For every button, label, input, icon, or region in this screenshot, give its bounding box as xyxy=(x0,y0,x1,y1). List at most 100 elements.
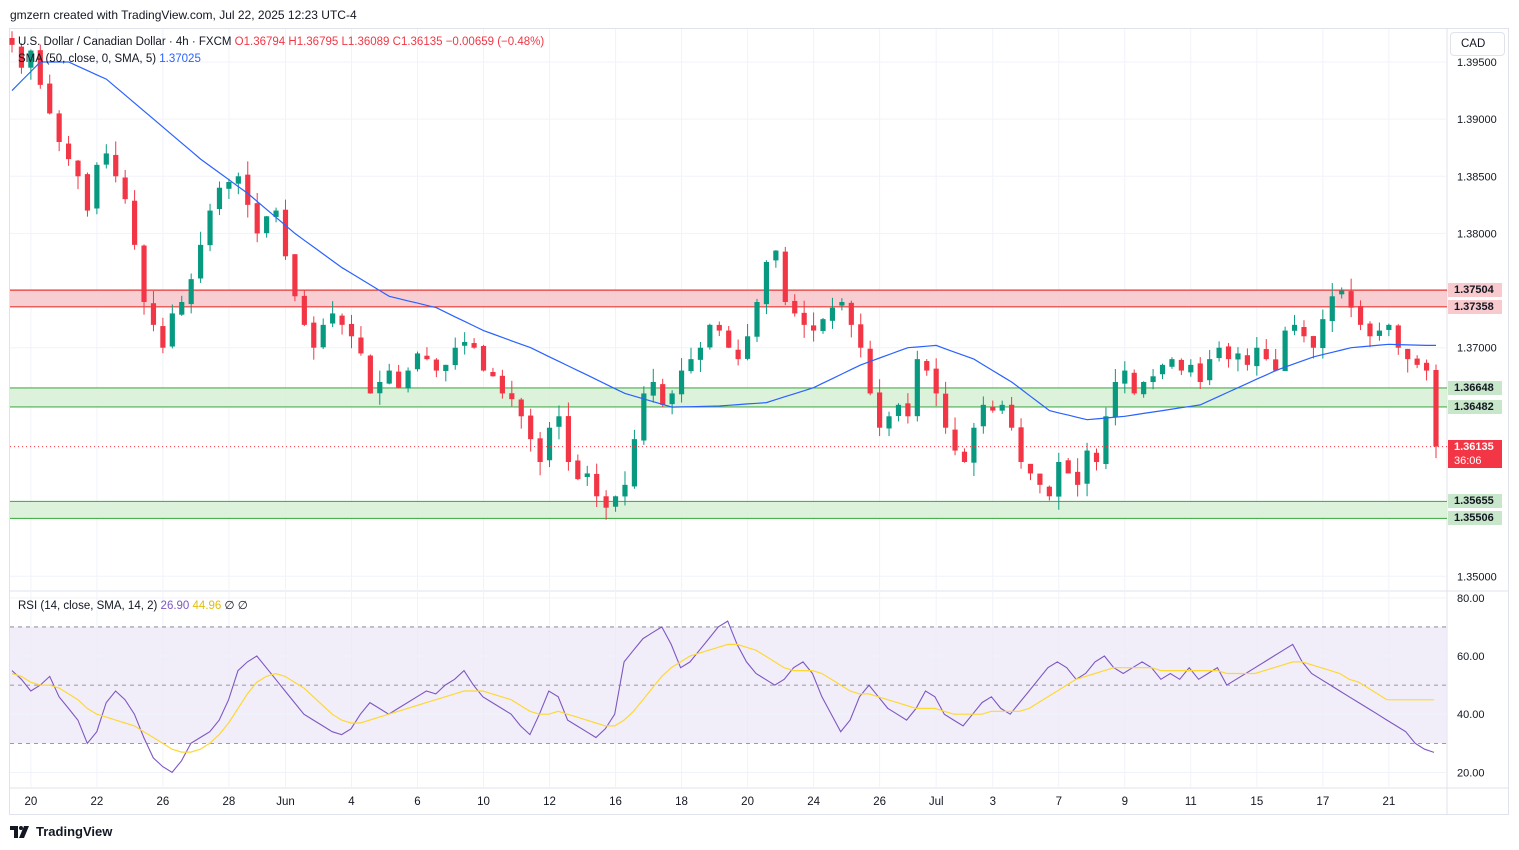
candle-body xyxy=(961,451,968,462)
candle-body xyxy=(311,322,317,348)
candle xyxy=(697,341,704,373)
candle xyxy=(858,313,864,358)
candle-body xyxy=(65,143,72,160)
candle-body xyxy=(405,370,411,389)
candle xyxy=(1339,287,1345,299)
candle xyxy=(56,110,62,152)
candle-body xyxy=(594,473,600,497)
resistance-price-label: 1.37504 xyxy=(1448,283,1502,298)
candle-body xyxy=(1056,462,1062,497)
candle-body xyxy=(1103,416,1109,464)
candle-body xyxy=(744,336,751,359)
last-price-label: 1.36135 36:06 xyxy=(1448,439,1502,468)
close-value: C1.36135 xyxy=(392,36,443,48)
candle xyxy=(386,363,392,385)
candle-body xyxy=(1159,364,1166,375)
candle xyxy=(179,295,185,316)
candle xyxy=(1188,359,1194,377)
rsi-tick-label: 80.00 xyxy=(1457,593,1485,605)
candle-body xyxy=(1433,369,1439,447)
rsi-pane xyxy=(10,597,1447,774)
rsi-label: RSI (14, close, SMA, 14, 2) xyxy=(18,600,158,612)
candle-body xyxy=(707,324,713,348)
candle xyxy=(810,312,817,342)
time-tick-label: 12 xyxy=(543,796,556,808)
candle-body xyxy=(1367,323,1373,337)
candle xyxy=(763,260,770,315)
candle xyxy=(744,323,751,361)
candle xyxy=(1150,368,1156,390)
candle-body xyxy=(1310,336,1316,348)
candle-body xyxy=(377,382,383,394)
rsi-extra-1: ∅ xyxy=(224,600,235,612)
candle-body xyxy=(773,250,779,261)
candle-body xyxy=(1386,324,1392,330)
candle xyxy=(1291,314,1298,336)
candle xyxy=(282,199,289,260)
candle xyxy=(141,244,147,315)
candle xyxy=(877,379,883,437)
time-tick-label: 22 xyxy=(90,796,103,808)
candle xyxy=(1386,323,1392,337)
candle-body xyxy=(273,210,279,217)
candle xyxy=(443,364,449,382)
candle-body xyxy=(1339,290,1345,295)
candle xyxy=(650,368,656,403)
candle-body xyxy=(924,361,930,371)
candle xyxy=(1207,349,1213,386)
candle-body xyxy=(575,460,581,480)
currency-button[interactable]: CAD xyxy=(1450,32,1505,56)
rsi-line xyxy=(11,620,1435,774)
candle xyxy=(820,317,826,334)
candle-body xyxy=(443,364,449,371)
candle xyxy=(943,381,949,434)
resistance-price-label: 1.37358 xyxy=(1448,299,1502,314)
candle-body xyxy=(9,38,15,45)
time-tick-label: 10 xyxy=(477,796,490,808)
time-tick-label: 9 xyxy=(1122,796,1128,808)
time-tick-label: 3 xyxy=(990,796,996,808)
candle-body xyxy=(584,473,590,477)
tradingview-logo[interactable]: TradingView xyxy=(10,824,112,839)
candle xyxy=(1225,342,1232,368)
candle-body xyxy=(895,404,902,416)
candle xyxy=(565,402,571,471)
candle xyxy=(961,448,968,463)
candle-body xyxy=(933,368,939,394)
candle xyxy=(339,313,345,335)
candle xyxy=(716,321,722,337)
candle-body xyxy=(330,313,336,324)
candle-body xyxy=(999,404,1005,411)
candle-body xyxy=(622,484,628,497)
candle-body xyxy=(1037,473,1043,485)
candle-body xyxy=(528,415,534,440)
candle-body xyxy=(1131,372,1137,394)
time-tick-label: 18 xyxy=(675,796,688,808)
candle xyxy=(924,359,930,376)
candle xyxy=(198,231,204,283)
rsi-tick-label: 60.00 xyxy=(1457,651,1485,663)
candle-body xyxy=(141,245,147,302)
candle-body xyxy=(1018,427,1024,462)
candle xyxy=(933,358,939,407)
candle-body xyxy=(726,330,732,348)
candle-body xyxy=(132,200,138,245)
candle xyxy=(1329,283,1335,332)
candle-body xyxy=(943,393,949,428)
candle-body xyxy=(660,384,666,405)
candle-body xyxy=(396,371,402,388)
candle xyxy=(1216,341,1222,362)
candle xyxy=(207,203,213,252)
candle xyxy=(462,332,468,355)
open-value: O1.36794 xyxy=(234,36,286,48)
candle-body xyxy=(235,176,241,184)
candle xyxy=(414,351,421,372)
candle xyxy=(735,339,741,366)
candles xyxy=(9,31,1439,520)
candle-body xyxy=(1395,325,1401,348)
candle xyxy=(1009,396,1015,431)
candle-body xyxy=(94,164,100,209)
rsi-value: 26.90 xyxy=(160,600,190,612)
candle xyxy=(367,354,373,394)
